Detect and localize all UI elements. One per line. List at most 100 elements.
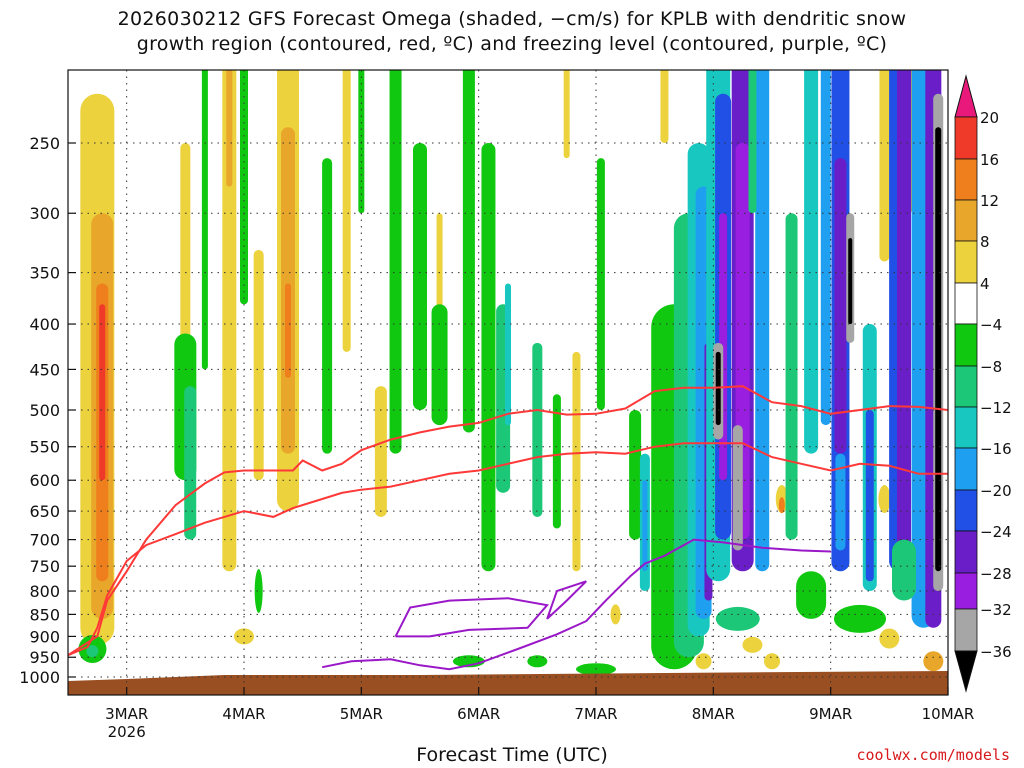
x-tick-label: 9MAR (809, 705, 852, 723)
y-tick-label: 600 (29, 471, 60, 490)
chart-title-line-2: growth region (contoured, red, ºC) and f… (136, 33, 888, 55)
credit-text: coolwx.com/models (856, 746, 1010, 764)
colorbar-tick-label: 16 (980, 151, 999, 169)
omega-cell (222, 70, 237, 572)
omega-cell (184, 386, 197, 540)
omega-cell (322, 158, 333, 454)
omega-cell (374, 386, 387, 517)
omega-cell (596, 158, 605, 410)
colorbar-tick-label: −20 (980, 482, 1012, 500)
omega-cell (660, 70, 669, 143)
colorbar-segment (954, 572, 978, 610)
x-axis-label: Forecast Time (UTC) (416, 744, 608, 766)
omega-cell (527, 655, 548, 668)
dgz-upper-contour-m18 (68, 385, 948, 657)
colorbar-tick-label: −8 (980, 358, 1002, 376)
colorbar-segment (954, 608, 978, 652)
x-tick-label: 5MAR (340, 705, 383, 723)
y-tick-label: 650 (29, 502, 60, 521)
omega-cell (796, 571, 827, 619)
colorbar-bottom-arrow (954, 650, 978, 693)
omega-cell (86, 645, 99, 658)
colorbar-segment (954, 116, 978, 160)
omega-cell (413, 143, 427, 410)
colorbar-tick-label: −16 (980, 440, 1012, 458)
omega-cell (285, 283, 291, 378)
colorbar-segment (954, 240, 978, 284)
plot-frame (67, 69, 949, 696)
omega-cell (610, 604, 621, 625)
colorbar-tick-label: −4 (980, 316, 1002, 334)
y-tick-label: 950 (29, 648, 60, 667)
omega-cell (935, 127, 942, 572)
chart-title-line-1: 2026030212 GFS Forecast Omega (shaded, −… (117, 8, 907, 30)
omega-cell (848, 238, 853, 325)
omega-cell (481, 143, 496, 572)
omega-cell (505, 283, 511, 426)
omega-cell (532, 342, 543, 517)
omega-cell (778, 497, 785, 514)
colorbar-tick-label: −24 (980, 523, 1012, 541)
omega-cell (99, 304, 106, 481)
colorbar-segment (954, 158, 978, 201)
x-axis-ticks: 3MAR 4MAR 5MAR 6MAR 7MAR 8MAR 9MAR 10MAR 2026 (105, 687, 974, 741)
omega-shading (68, 70, 948, 695)
omega-cell (897, 70, 911, 551)
omega-cell (865, 410, 874, 582)
colorbar-segment (954, 282, 978, 325)
y-tick-label: 750 (29, 557, 60, 576)
y-tick-label: 850 (29, 605, 60, 624)
omega-cell (834, 604, 886, 633)
omega-cell (892, 539, 916, 601)
x-tick-sublabel: 2026 (108, 723, 146, 741)
colorbar-segment (954, 406, 978, 449)
omega-cell (436, 213, 443, 325)
colorbar-segment (954, 447, 978, 491)
omega-cell (552, 394, 561, 529)
y-tick-label: 350 (29, 264, 60, 283)
omega-cell (253, 249, 264, 481)
omega-cell (629, 410, 642, 540)
y-tick-label: 700 (29, 531, 60, 550)
omega-cell (879, 628, 900, 649)
x-tick-label: 3MAR (105, 705, 148, 723)
y-tick-label: 250 (29, 134, 60, 153)
colorbar-tick-label: 20 (980, 109, 999, 127)
omega-cell (835, 453, 846, 551)
colorbar-tick-label: −12 (980, 399, 1012, 417)
x-tick-label: 8MAR (692, 705, 735, 723)
colorbar-tick-label: 12 (980, 192, 999, 210)
dgz-lower-contour-m12 (68, 442, 948, 657)
colorbar-tick-label: −28 (980, 565, 1012, 583)
omega-cell (878, 485, 891, 514)
x-tick-label: 7MAR (574, 705, 617, 723)
colorbar-segment (954, 365, 978, 408)
freezing-level-loop (394, 597, 550, 638)
colorbar-segment (954, 530, 978, 574)
y-tick-label: 450 (29, 360, 60, 379)
y-tick-label: 1000 (19, 668, 60, 687)
colorbar-tick-label: 4 (980, 275, 990, 293)
y-tick-label: 500 (29, 401, 60, 420)
omega-cell (804, 70, 819, 454)
omega-cell (879, 70, 890, 262)
y-tick-label: 400 (29, 315, 60, 334)
omega-cell (923, 651, 944, 672)
omega-cell (742, 636, 763, 653)
contour-lines (68, 385, 948, 671)
y-tick-label: 550 (29, 438, 60, 457)
colorbar-tick-label: −32 (980, 601, 1012, 619)
colorbar-top-arrow (954, 74, 978, 118)
colorbar: 20 16 12 8 4 −4 −8 −12 −16 −20 −24 −28 −32 −36 (954, 74, 1012, 693)
terrain-ground (68, 671, 948, 695)
omega-cell (431, 304, 448, 426)
y-tick-label: 300 (29, 204, 60, 223)
omega-cell (572, 351, 581, 572)
omega-cell (764, 653, 780, 670)
omega-cell (834, 158, 847, 454)
omega-cell (462, 70, 475, 433)
omega-cell (389, 70, 402, 454)
omega-cell (755, 70, 770, 572)
omega-cell (342, 70, 351, 352)
